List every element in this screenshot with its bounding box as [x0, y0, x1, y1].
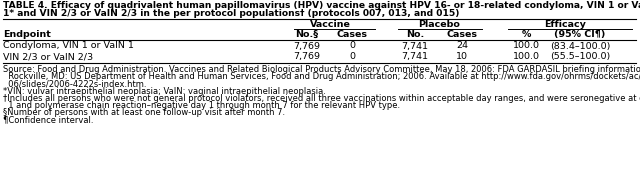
Text: 7,769: 7,769 [294, 52, 321, 61]
Text: Source: Food and Drug Administration. Vaccines and Related Biological Products A: Source: Food and Drug Administration. Va… [3, 65, 640, 74]
Text: 06/slides/2006-4222s-index.htm.: 06/slides/2006-4222s-index.htm. [3, 79, 147, 88]
Text: 7,741: 7,741 [401, 42, 429, 50]
Text: VIN 2/3 or VaIN 2/3: VIN 2/3 or VaIN 2/3 [3, 52, 93, 61]
Text: Endpoint: Endpoint [3, 30, 51, 39]
Text: †Includes all persons who were not general protocol violators, received all thre: †Includes all persons who were not gener… [3, 94, 640, 103]
Text: Cases: Cases [337, 30, 367, 39]
Text: Placebo: Placebo [418, 20, 460, 29]
Text: Rockville, MD: US Department of Health and Human Services, Food and Drug Adminis: Rockville, MD: US Department of Health a… [3, 72, 640, 81]
Text: (55.5–100.0): (55.5–100.0) [550, 52, 610, 61]
Text: 100.0: 100.0 [513, 42, 540, 50]
Text: (95% CI¶): (95% CI¶) [554, 30, 605, 39]
Text: No.§: No.§ [296, 30, 319, 39]
Text: 10: 10 [456, 52, 468, 61]
Text: %: % [522, 30, 531, 39]
Text: Efficacy: Efficacy [544, 20, 586, 29]
Text: 1 and polymerase chain reaction–negative day 1 through month 7 for the relevant : 1 and polymerase chain reaction–negative… [3, 101, 400, 110]
Text: §Number of persons with at least one follow-up visit after month 7.: §Number of persons with at least one fol… [3, 108, 285, 117]
Text: Vaccine: Vaccine [310, 20, 351, 29]
Text: TABLE 4. Efficacy of quadrivalent human papillomavirus (HPV) vaccine against HPV: TABLE 4. Efficacy of quadrivalent human … [3, 2, 640, 10]
Text: 100.0: 100.0 [513, 52, 540, 61]
Text: Cases: Cases [447, 30, 477, 39]
Text: 7,769: 7,769 [294, 42, 321, 50]
Text: 7,741: 7,741 [401, 52, 429, 61]
Text: ¶Confidence interval.: ¶Confidence interval. [3, 115, 93, 124]
Text: 0: 0 [349, 52, 355, 61]
Text: *VIN: vulvar intraepithelial neoplasia; VaIN: vaginal intraepithelial neoplasia.: *VIN: vulvar intraepithelial neoplasia; … [3, 87, 326, 96]
Text: (83.4–100.0): (83.4–100.0) [550, 42, 610, 50]
Text: Condyloma, VIN 1 or VaIN 1: Condyloma, VIN 1 or VaIN 1 [3, 42, 134, 50]
Text: No.: No. [406, 30, 424, 39]
Text: 0: 0 [349, 42, 355, 50]
Text: 1* and VIN 2/3 or VaIN 2/3 in the per protocol populations† (protocols 007, 013,: 1* and VIN 2/3 or VaIN 2/3 in the per pr… [3, 10, 460, 18]
Text: 24: 24 [456, 42, 468, 50]
